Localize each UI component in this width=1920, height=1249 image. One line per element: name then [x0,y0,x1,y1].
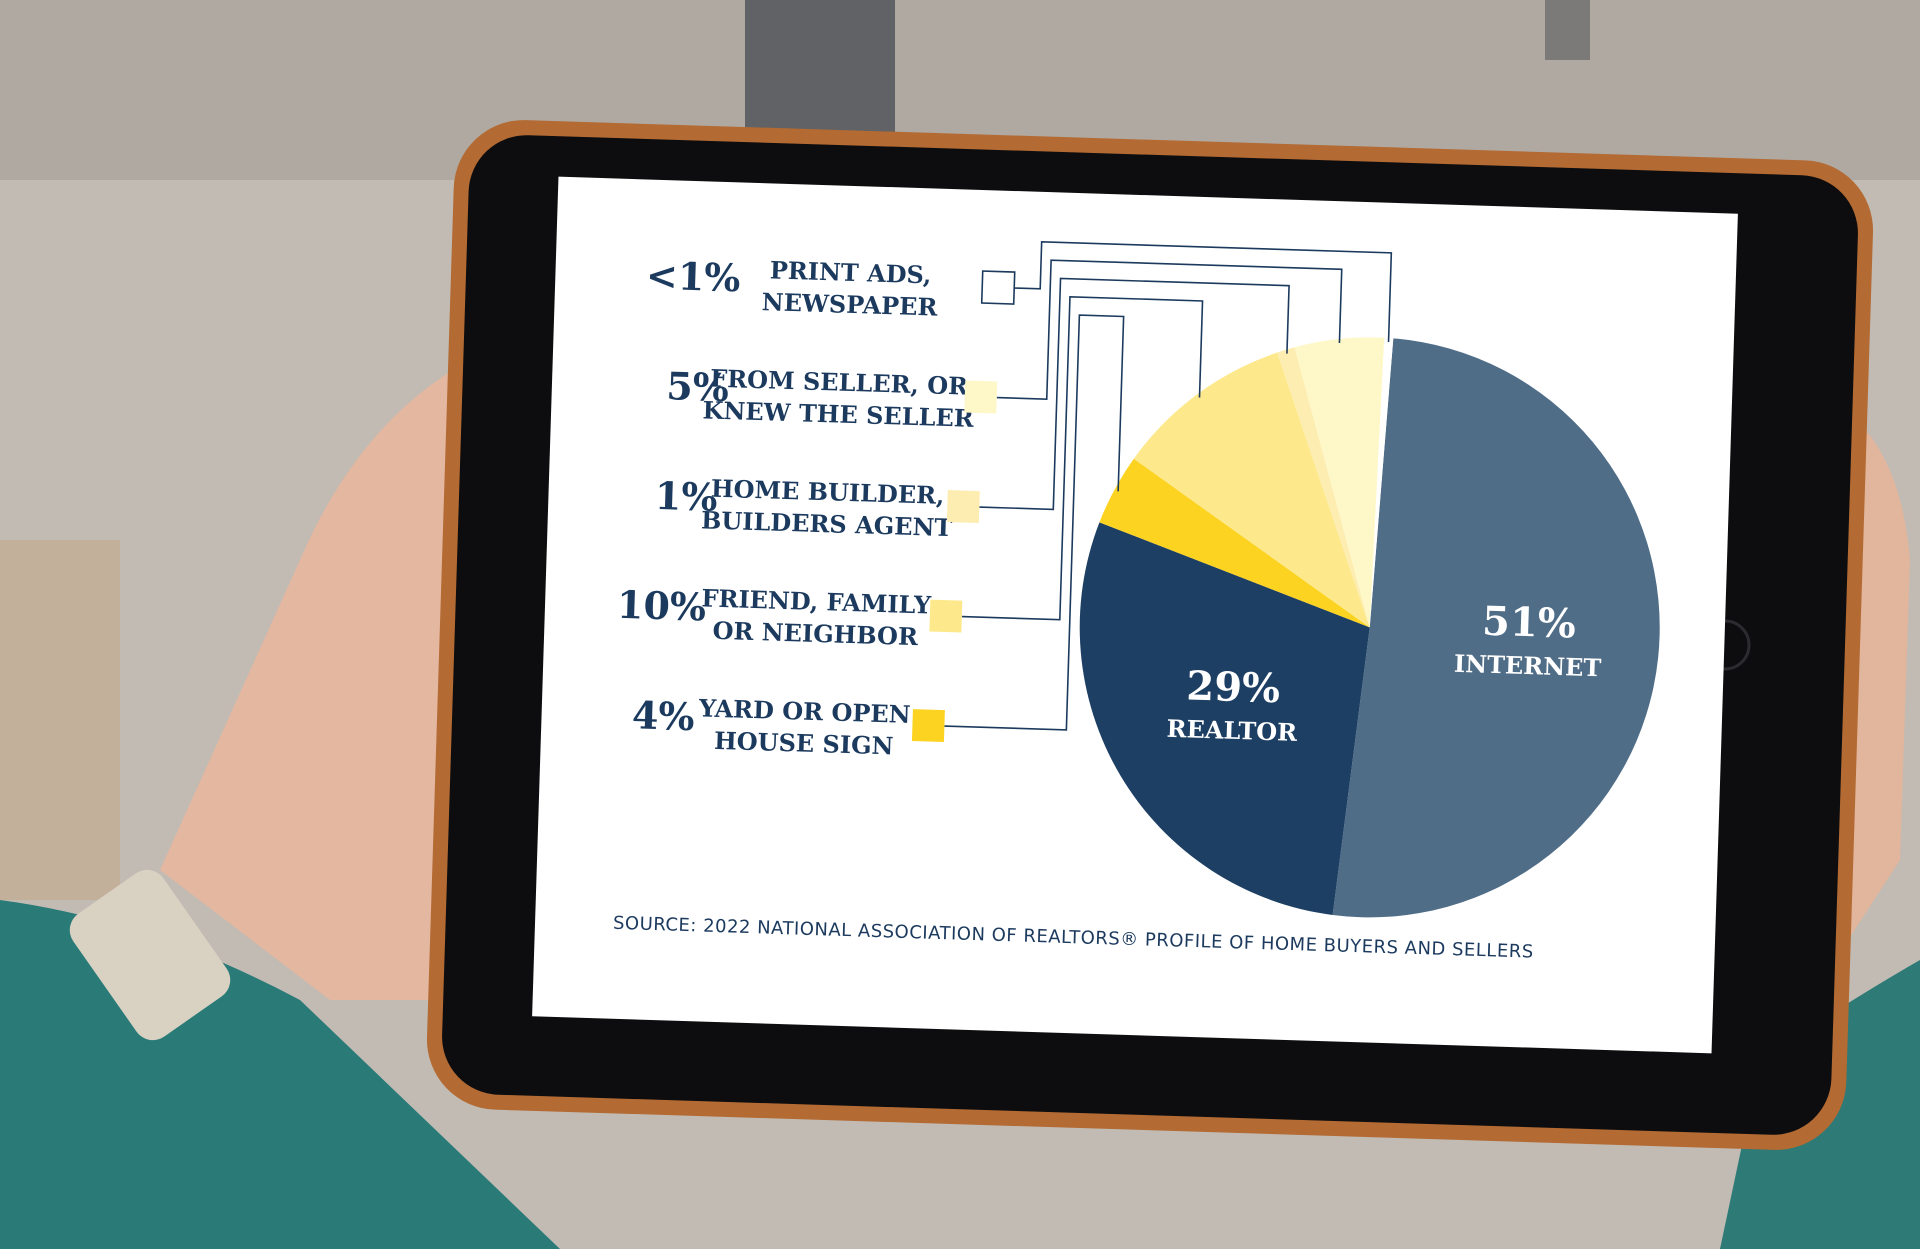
pie-slice-print-ads-newspaper [1369,337,1394,628]
legend-pct: <1% [645,252,741,300]
pie-slice-internet [1332,338,1660,918]
legend-swatch [964,380,998,414]
pie-slice-friend-family-or-neighbor [1133,352,1370,628]
legend-label-line2: NEWSPAPER [761,287,939,322]
legend-label-line1: FRIEND, FAMILY [701,583,932,619]
slice-category-label: REALTOR [1166,714,1298,747]
legend-connectors [944,241,1393,731]
legend-label-line1: YARD OR OPEN [698,693,912,729]
legend-connector-line [996,259,1343,400]
legend-swatch [911,709,945,743]
legend-pct: 1% [654,473,718,520]
legend-pct: 10% [616,582,706,630]
legend-label-line1: PRINT ADS, [769,255,931,289]
legend-connector-line [979,277,1290,511]
legend-swatch [946,490,980,524]
legend-swatch [929,599,963,633]
legend-connector-line [944,314,1125,731]
wristwatch [69,869,231,1041]
legend-connector-line [1014,241,1393,343]
blurred-legs [745,0,895,140]
legend-pct: 5% [666,363,730,410]
pie-slices: 51%INTERNET 29%REALTOR [1079,337,1660,918]
legend-swatch [980,270,1016,305]
pie-slice-from-seller-or-knew-the-seller [1294,337,1385,628]
legend-pct: 4% [631,692,695,739]
slice-category-label: INTERNET [1454,649,1602,683]
blurred-post [1545,0,1590,60]
pie-chart: 51%INTERNET 29%REALTOR <1% PRINT ADS,NEWSP… [613,241,1660,963]
slice-pct-label: 29% [1186,662,1281,712]
pie-slice-home-builder-builders-agent [1277,347,1370,628]
legend-label-line2: HOUSE SIGN [714,726,894,761]
legend-label-line2: OR NEIGHBOR [712,616,919,651]
legend-connector-line [961,295,1204,621]
blurred-box [0,540,120,900]
slice-pct-label: 51% [1481,598,1576,648]
pie-slice-yard-or-open-house-sign [1099,458,1370,628]
pie-slice-realtor [1079,522,1370,915]
